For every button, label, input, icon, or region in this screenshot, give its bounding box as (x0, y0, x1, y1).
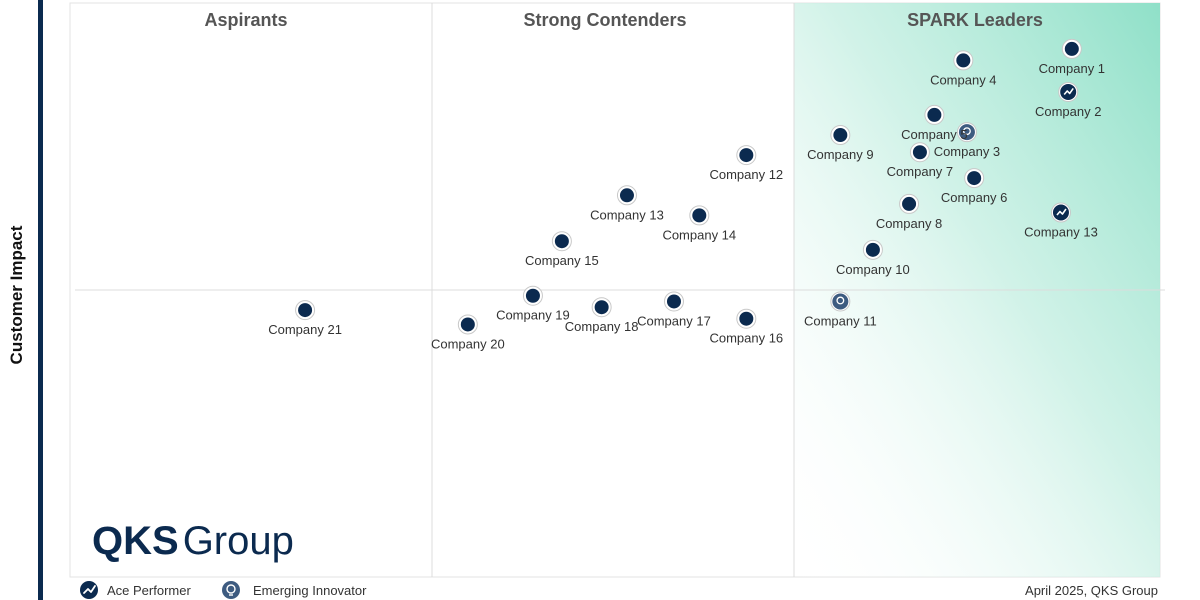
point-label: Company 2 (1035, 104, 1101, 119)
point-label: Company 8 (876, 216, 942, 231)
point-label: Company 21 (268, 322, 342, 337)
point-label: Company 12 (709, 167, 783, 182)
trend-up-icon (1056, 208, 1067, 216)
point-marker (619, 188, 634, 203)
footer-date: April 2025, QKS Group (1025, 583, 1158, 598)
data-point: Company 13 (1024, 202, 1098, 240)
point-marker (666, 294, 681, 309)
point-marker (865, 242, 880, 257)
trend-up-icon (80, 581, 98, 599)
point-marker (833, 128, 848, 143)
point-marker (1064, 41, 1079, 56)
point-marker (956, 53, 971, 68)
data-point: Company 20 (431, 314, 505, 351)
data-point: Company 21 (268, 300, 342, 337)
data-point: Company 19 (496, 285, 570, 323)
point-marker (594, 300, 609, 315)
point-marker (739, 148, 754, 163)
data-point: Company 15 (525, 231, 599, 268)
point-marker (902, 196, 917, 211)
data-point: Company 16 (709, 308, 783, 346)
point-label: Company 14 (662, 227, 736, 242)
point-label: Company 6 (941, 190, 1007, 205)
trend-up-icon (1063, 88, 1074, 95)
data-point: Company 7 (887, 142, 953, 179)
point-marker (460, 317, 475, 332)
point-marker (554, 234, 569, 249)
lightbulb-icon (962, 127, 971, 136)
data-point: Company 11 (804, 291, 877, 328)
point-marker (958, 124, 975, 141)
point-label: Company 3 (934, 144, 1000, 159)
point-label: Company 11 (804, 313, 877, 328)
point-label: Company 20 (431, 336, 505, 351)
logo-suffix: Group (183, 519, 294, 563)
point-marker (912, 145, 927, 160)
point-marker (927, 107, 942, 122)
point-marker (967, 171, 982, 186)
quadrant-label-strong-contenders: Strong Contenders (523, 10, 686, 30)
point-label: Company 17 (637, 313, 711, 328)
point-marker (525, 288, 540, 303)
point-marker (692, 208, 707, 223)
point-label: Company 16 (709, 331, 783, 346)
point-marker (739, 311, 754, 326)
point-label: Company 13 (1024, 225, 1098, 240)
data-point: Company 10 (836, 239, 910, 277)
point-label: Company 10 (836, 262, 910, 277)
data-point: Company 9 (807, 125, 874, 162)
quadrant-label-aspirants: Aspirants (204, 10, 287, 30)
legend-emerging-innovator: Emerging Innovator (253, 583, 367, 598)
point-label: Company 4 (930, 72, 996, 87)
point-marker (298, 303, 313, 318)
point-label: Company 9 (807, 147, 873, 162)
point-label: Company 18 (565, 319, 639, 334)
quadrant-label-spark-leaders: SPARK Leaders (907, 10, 1043, 30)
data-point: Company 13 (590, 185, 664, 222)
point-label: Company 13 (590, 207, 664, 222)
data-point: Company 8 (876, 193, 942, 231)
point-label: Company 15 (525, 253, 599, 268)
point-label: Company 19 (496, 308, 570, 323)
data-point: Company 6 (941, 168, 1007, 205)
y-axis-bar (38, 0, 43, 600)
point-label: Company 7 (887, 164, 953, 179)
data-point: Company 5 (901, 104, 968, 142)
point-marker (832, 293, 849, 310)
data-point: Company 1 (1039, 38, 1105, 76)
point-label: Company 5 (901, 127, 967, 142)
data-point: Company 14 (662, 205, 736, 242)
data-points: Company 1 Company 2 Company 3 Company 4 Comp… (268, 38, 1105, 351)
lightbulb-icon (836, 296, 845, 305)
data-point: Company 12 (709, 145, 783, 182)
qks-logo: QKS Group (92, 519, 294, 563)
lightbulb-icon (222, 581, 240, 599)
logo-brand: QKS (92, 519, 179, 563)
data-point: Company 17 (637, 291, 711, 328)
data-point: Company 4 (930, 50, 997, 87)
data-point: Company 18 (565, 297, 639, 334)
data-point: Company 3 (934, 122, 1000, 159)
legend: Ace Performer Emerging Innovator (80, 581, 367, 599)
point-label: Company 1 (1039, 61, 1105, 76)
legend-ace-performer: Ace Performer (107, 583, 191, 598)
y-axis-title: Customer Impact (7, 225, 26, 364)
data-point: Company 2 (1035, 81, 1101, 119)
